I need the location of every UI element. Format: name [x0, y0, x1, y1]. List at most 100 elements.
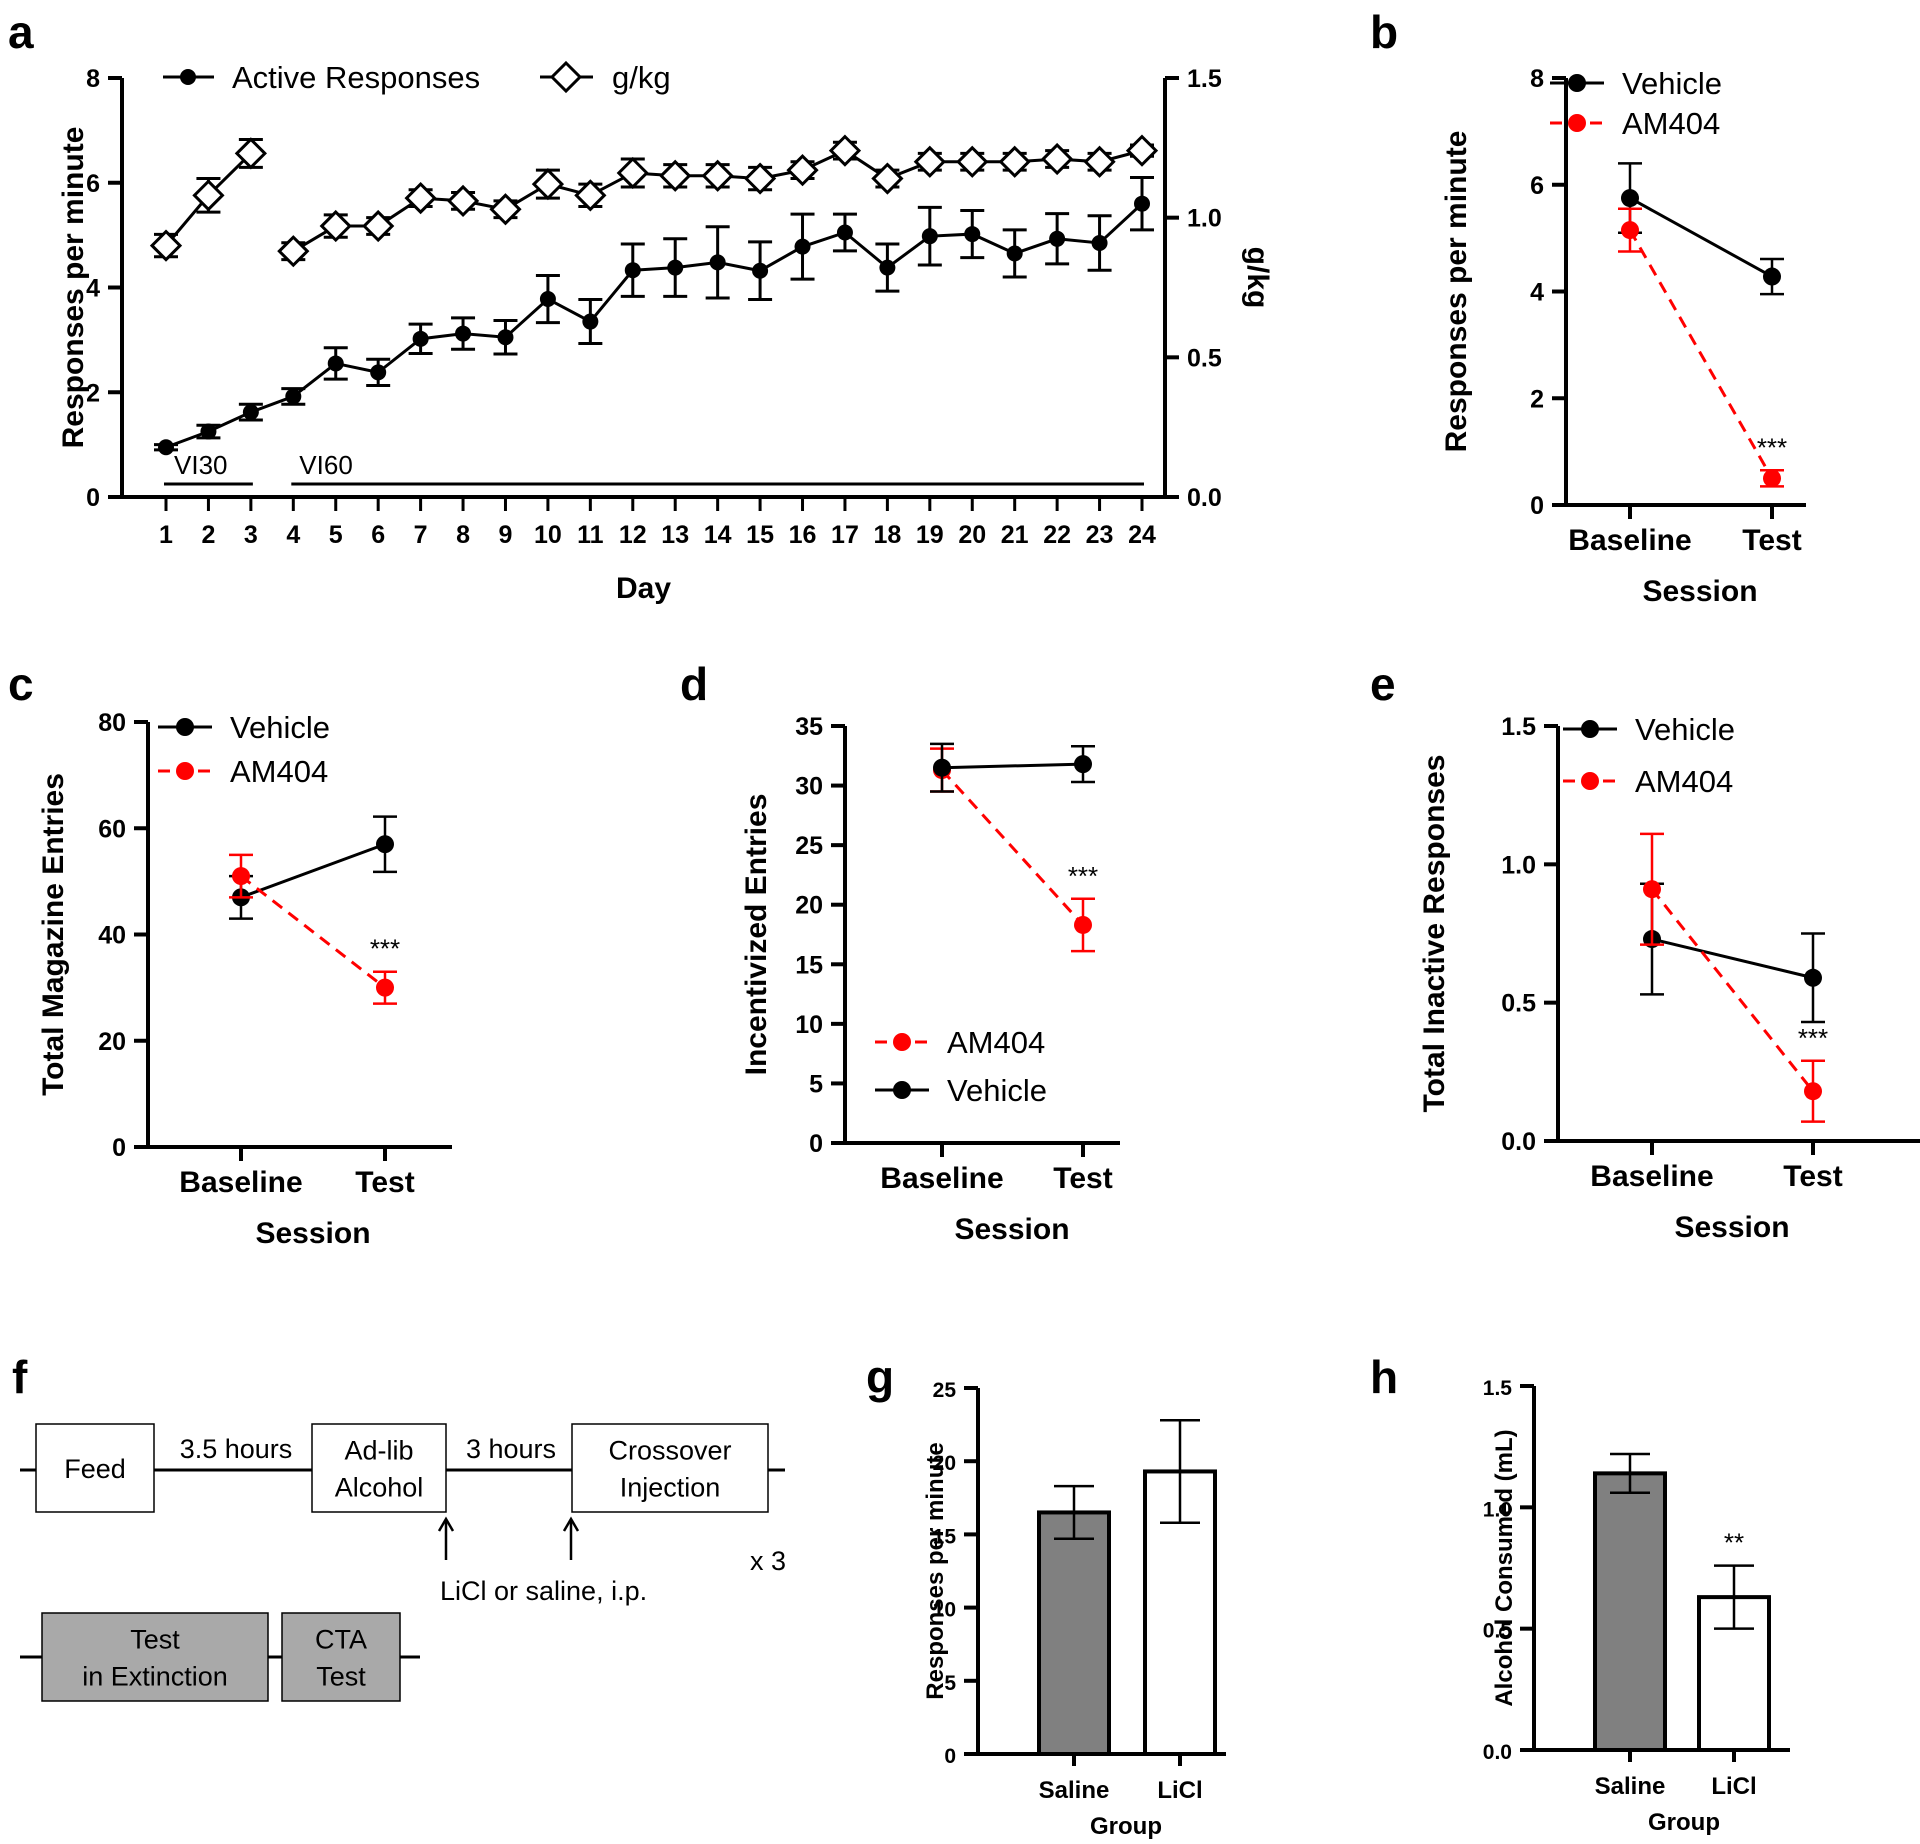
data-point	[933, 759, 951, 777]
y-axis-title: Total Magazine Entries	[37, 773, 70, 1096]
injection-label: LiCl or saline, i.p.	[440, 1576, 647, 1606]
data-point	[795, 239, 811, 255]
chart-e: 0.0 0.5 1.0 1.5 Baseline Test Session Total Ina…	[1418, 712, 1920, 1244]
legend-marker	[180, 69, 196, 85]
legend-marker	[552, 63, 580, 91]
panel-label-d: d	[680, 658, 708, 710]
data-point	[1007, 245, 1023, 261]
legend: Vehicle AM404	[158, 710, 330, 789]
y-tick-label: 0.5	[1187, 344, 1222, 372]
x-tick-label: Baseline	[880, 1162, 1003, 1195]
legend-label: AM404	[947, 1025, 1045, 1060]
y-tick-label: 5	[809, 1070, 823, 1098]
y-axis-title: Responses per minute	[57, 127, 90, 449]
chart-b: 02468Baseline TestSessionResponses per mi…	[1440, 65, 1806, 608]
legend-label: g/kg	[612, 60, 671, 95]
y-tick-label: 15	[795, 951, 823, 979]
y-tick-label: 25	[933, 1379, 957, 1402]
legend-label: Vehicle	[230, 710, 330, 745]
x-tick-label: 11	[577, 521, 604, 549]
phase-label: VI30	[174, 450, 228, 480]
y-tick-label: 8	[1530, 65, 1544, 93]
x-tick-label: 5	[329, 521, 343, 549]
x-axis-title: Day	[616, 572, 671, 605]
y-tick-label: 8	[86, 65, 100, 93]
significance-marker: ***	[370, 934, 400, 964]
x-tick-label: 18	[873, 521, 901, 549]
x-tick-label: 14	[704, 521, 732, 549]
x-tick-label: 24	[1128, 521, 1156, 549]
data-point	[413, 331, 429, 347]
y-tick-label: 0.0	[1483, 1741, 1512, 1764]
y-tick-label: 0.0	[1501, 1128, 1536, 1156]
x-tick-label: 2	[201, 521, 215, 549]
data-point	[752, 263, 768, 279]
legend: Active Responses g/kg	[163, 60, 671, 95]
box-label: Test	[316, 1662, 366, 1692]
y-tick-label: 0	[86, 484, 100, 512]
legend-label: Active Responses	[232, 60, 480, 95]
chart-h: 0.00.51.01.5Saline LiClGroupAlcohol Consu…	[1483, 1377, 1790, 1836]
data-point	[455, 326, 471, 342]
x-tick-label: 20	[958, 521, 986, 549]
phase-label: VI60	[299, 450, 353, 480]
data-point	[232, 867, 250, 885]
y-tick-label: 1.0	[1187, 205, 1222, 233]
y-tick-label: 0	[112, 1134, 126, 1162]
legend-label: Vehicle	[1622, 66, 1722, 101]
panel-label-h: h	[1370, 1351, 1398, 1403]
x-tick-label: 10	[534, 521, 562, 549]
legend-label: AM404	[1635, 764, 1733, 799]
x-tick-label: 3	[244, 521, 258, 549]
panel-label-g: g	[866, 1351, 894, 1403]
panel-label-e: e	[1370, 658, 1396, 710]
x-tick-label: 17	[831, 521, 859, 549]
significance-marker: ***	[1798, 1023, 1828, 1053]
data-point	[1804, 969, 1822, 987]
y-tick-label: 35	[795, 713, 823, 741]
x-tick-label: Test	[1053, 1162, 1112, 1195]
legend-marker	[893, 1033, 911, 1051]
x-tick-label: 19	[916, 521, 944, 549]
y-tick-label: 80	[98, 709, 126, 737]
y-tick-label: 0	[944, 1745, 956, 1768]
figure: a bc d ef g h024680.00.51.01.51 2 3 4 5 6 7 8 9 10 11 12…	[0, 0, 1920, 1844]
y-tick-label: 60	[98, 815, 126, 843]
data-point	[582, 314, 598, 330]
y-axis-title: Responses per minute	[922, 1442, 949, 1699]
data-point	[1804, 1082, 1822, 1100]
y-tick-label: 25	[795, 832, 823, 860]
interval-label: 3.5 hours	[180, 1434, 293, 1464]
chart-g: 0510152025Saline LiClGroupResponses per m…	[922, 1379, 1226, 1840]
data-point	[376, 835, 394, 853]
significance-marker: ***	[1068, 861, 1098, 891]
x-tick-label: 6	[371, 521, 385, 549]
y-tick-label: 0	[1530, 492, 1544, 520]
data-point	[1621, 189, 1639, 207]
x-axis-title: Session	[255, 1217, 370, 1250]
x-axis-title: Session	[1642, 575, 1757, 608]
significance-marker: **	[1724, 1528, 1744, 1558]
x-tick-label: 7	[414, 521, 428, 549]
y-tick-label: 2	[1530, 385, 1544, 413]
y-tick-label: 6	[1530, 172, 1544, 200]
data-point	[158, 439, 174, 455]
timeline-diagram: FeedAd-libAlcoholCrossoverInjectionTesti…	[20, 1424, 786, 1701]
series-line	[1652, 939, 1813, 978]
x-tick-label: Baseline	[1590, 1160, 1713, 1193]
x-tick-label: Baseline	[179, 1166, 302, 1199]
y-tick-label: 10	[795, 1011, 823, 1039]
data-point	[376, 979, 394, 997]
data-point	[964, 226, 980, 242]
data-point	[837, 225, 853, 241]
box-label: Alcohol	[335, 1473, 424, 1503]
series-am404	[930, 749, 1095, 952]
x-tick-label: 15	[746, 521, 774, 549]
bar-saline	[1039, 1512, 1109, 1754]
x-tick-label: 12	[619, 521, 647, 549]
data-point	[497, 329, 513, 345]
data-point	[1621, 221, 1639, 239]
y-tick-label: 1.5	[1483, 1377, 1513, 1400]
legend-label: Vehicle	[947, 1073, 1047, 1108]
